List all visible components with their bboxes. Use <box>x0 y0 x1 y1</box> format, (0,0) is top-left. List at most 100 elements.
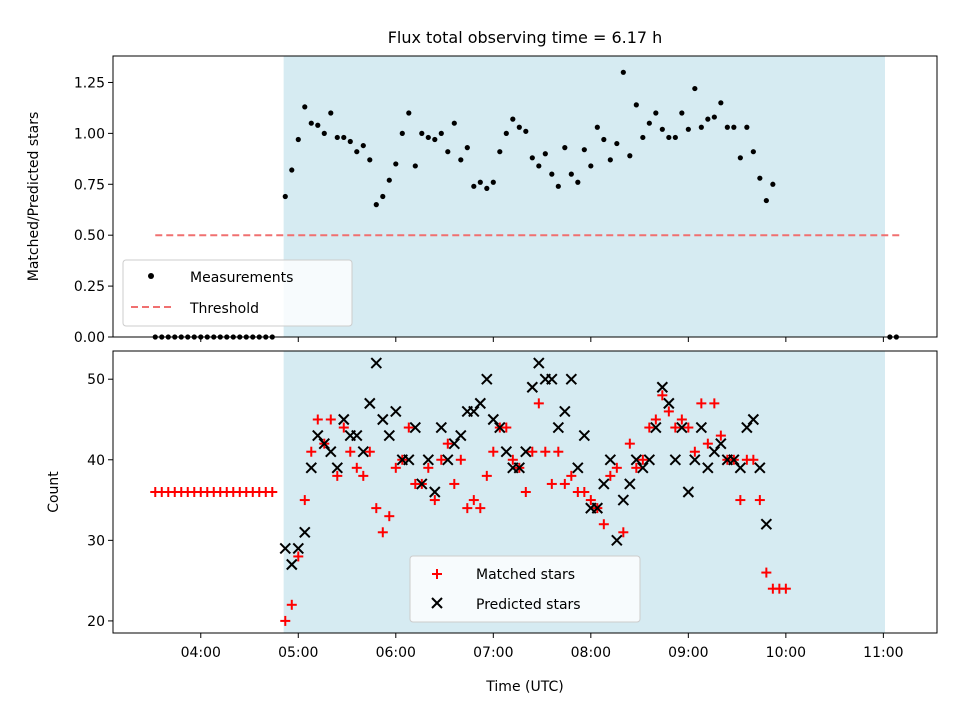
measurement-point <box>770 181 776 187</box>
measurement-point <box>360 142 366 149</box>
measurement-point <box>484 185 490 191</box>
measurement-point <box>744 124 750 130</box>
matched-star-point <box>423 462 434 473</box>
matched-star-point <box>468 495 479 506</box>
predicted-star-point <box>669 454 682 466</box>
predicted-star-point <box>546 373 558 385</box>
measurement-point <box>510 116 516 122</box>
measurement-point <box>763 197 769 204</box>
predicted-star-point <box>715 437 727 450</box>
legend-marker-matched <box>432 569 442 579</box>
predicted-star-point <box>435 421 448 434</box>
matched-star-point <box>338 422 349 433</box>
legend-marker-measurements <box>148 273 154 279</box>
measurement-point <box>627 153 633 159</box>
matched-star-point <box>676 414 687 425</box>
matched-star-point <box>696 398 707 409</box>
x-tick-label: 06:00 <box>376 645 416 661</box>
measurement-point <box>659 126 665 132</box>
measurement-point <box>412 163 418 169</box>
predicted-star-point <box>377 413 389 426</box>
measurement-point <box>607 157 613 163</box>
matched-star-point <box>358 470 369 481</box>
x-tick-label: 11:00 <box>863 645 903 661</box>
measurement-point <box>737 155 743 161</box>
measurement-point <box>367 157 373 163</box>
measurement-point <box>523 128 529 134</box>
measurement-point <box>568 171 574 177</box>
matched-star-point <box>579 487 590 497</box>
matched-star-point <box>507 454 518 465</box>
measurement-point <box>406 110 412 116</box>
predicted-star-point <box>526 381 539 393</box>
predicted-star-point <box>338 413 350 426</box>
matched-star-point <box>748 454 759 465</box>
measurement-point <box>334 134 340 141</box>
matched-star-point <box>280 615 291 626</box>
measurement-point <box>347 138 353 145</box>
matched-star-point <box>754 495 765 506</box>
x-tick-label: 05:00 <box>278 645 318 661</box>
matched-star-point <box>566 470 577 481</box>
predicted-star-point <box>754 462 766 474</box>
predicted-star-point <box>513 462 526 474</box>
y-tick-label: 50 <box>87 372 105 388</box>
predicted-star-point <box>299 526 311 538</box>
predicted-star-point <box>416 478 428 490</box>
predicted-star-point <box>728 454 740 466</box>
predicted-star-point <box>409 421 422 434</box>
top-axes-frame <box>112 55 938 338</box>
measurement-point <box>601 136 607 143</box>
measurement-point <box>750 149 756 155</box>
matched-star-point <box>436 454 447 465</box>
measurement-point <box>679 110 685 116</box>
matched-star-point <box>644 422 655 433</box>
measurement-point <box>471 183 477 189</box>
top-legend-box <box>122 259 353 327</box>
measurement-point <box>633 102 639 108</box>
measurement-point <box>646 120 652 126</box>
measurement-point <box>594 124 600 130</box>
predicted-star-point <box>390 405 402 418</box>
measurement-point <box>731 124 737 130</box>
predicted-star-point <box>533 357 545 369</box>
measurement-point <box>588 163 594 169</box>
predicted-star-point <box>481 373 493 385</box>
matched-star-point <box>559 478 570 489</box>
predicted-star-point <box>487 413 500 426</box>
measurement-point <box>308 120 314 126</box>
x-tick-label: 09:00 <box>668 645 708 661</box>
predicted-star-point <box>279 542 291 555</box>
predicted-star-point <box>357 446 369 458</box>
predicted-star-point <box>708 446 721 458</box>
matched-star-point <box>384 511 395 522</box>
matched-star-point <box>631 462 642 473</box>
matched-star-point <box>312 414 323 425</box>
chart-title: Flux total observing time = 6.17 h <box>388 28 663 47</box>
count-panel: 20 30 40 50 04:00 05:00 06:00 07:00 08:00 09:00 1… <box>46 350 938 695</box>
measurement-point <box>581 147 587 153</box>
predicted-star-point <box>331 462 343 474</box>
matched-star-point <box>715 430 726 441</box>
predicted-star-point <box>637 462 649 474</box>
matched-star-point <box>475 503 486 514</box>
matched-star-point <box>618 527 629 538</box>
predicted-star-point <box>689 454 701 466</box>
matched-star-point <box>624 438 635 449</box>
ratio-panel: 0.00 0.25 0.50 0.75 1.00 1.25 Matched/Predict… <box>26 55 938 346</box>
measurement-point <box>718 100 724 106</box>
measurement-point <box>542 151 548 157</box>
matched-star-point <box>390 462 401 473</box>
matched-star-point <box>546 478 557 489</box>
y-tick-label: 20 <box>87 614 105 630</box>
measurement-point <box>354 149 360 155</box>
predicted-star-point <box>351 429 363 442</box>
predicted-star-point <box>578 429 591 442</box>
predicted-star-point <box>591 502 604 514</box>
matched-star-point <box>306 446 317 457</box>
y-tick-label: 0.75 <box>74 177 105 193</box>
measurement-point <box>490 179 496 185</box>
measurement-point <box>386 177 392 183</box>
measurement-point <box>653 110 659 116</box>
top-x-axis-ticks <box>200 337 884 342</box>
